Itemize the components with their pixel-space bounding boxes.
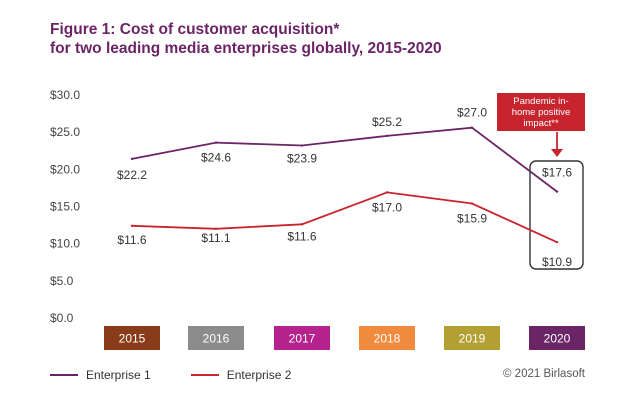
x-tick-label-2019: 2019 [459, 332, 486, 346]
y-tick-label: $20.0 [50, 162, 80, 176]
y-tick-label: $5.0 [50, 274, 74, 288]
data-label: $22.2 [117, 168, 147, 182]
data-label: $27.0 [457, 106, 487, 120]
x-tick-label-2016: 2016 [203, 332, 230, 346]
callout-line-1: Pandemic in- [513, 96, 569, 107]
title-line-1: Figure 1: Cost of customer acquisition* [50, 21, 340, 38]
legend-line-enterprise-2 [190, 374, 219, 376]
data-point [214, 227, 218, 230]
copyright-text: © 2021 Birlasoft [503, 368, 585, 380]
title-line-2: for two leading media enterprises global… [50, 40, 442, 57]
year-box-2016 [188, 326, 244, 350]
data-label: $17.6 [542, 166, 572, 180]
year-box-2019 [444, 326, 500, 350]
data-point [555, 190, 559, 193]
year-box-2020 [529, 326, 585, 350]
y-tick-label: $15.0 [50, 200, 80, 214]
y-tick-label: $10.0 [50, 237, 80, 251]
data-label: $17.0 [372, 200, 402, 214]
callout-line-3: impact** [523, 118, 559, 129]
year-box-2017 [274, 326, 330, 350]
data-label: $25.2 [372, 115, 402, 129]
legend-item-enterprise-2: Enterprise 2 [190, 368, 292, 382]
data-label: $15.9 [457, 212, 487, 226]
data-point [130, 224, 134, 228]
data-label: $11.6 [287, 229, 316, 243]
legend-item-enterprise-1: Enterprise 1 [50, 368, 151, 382]
data-label: $10.9 [542, 255, 572, 269]
x-tick-label-2018: 2018 [374, 332, 401, 346]
data-point [300, 144, 304, 147]
year-box-2015 [104, 326, 160, 350]
data-label: $11.1 [201, 231, 230, 245]
data-point [214, 141, 218, 144]
data-point [385, 134, 389, 138]
legend-label-enterprise-1: Enterprise 1 [86, 368, 151, 382]
year-box-2018 [359, 326, 415, 350]
data-label: $23.9 [287, 152, 317, 166]
series-line-enterprise-2 [131, 191, 558, 244]
series-line-enterprise-1 [131, 126, 558, 193]
callout-arrow-head [551, 149, 563, 157]
data-point [470, 202, 474, 205]
data-label: $24.6 [201, 151, 231, 165]
data-point [385, 191, 389, 194]
y-tick-label: $30.0 [50, 88, 80, 102]
legend: Enterprise 1 Enterprise 2 [50, 368, 331, 382]
data-point [300, 223, 304, 226]
x-tick-label-2020: 2020 [544, 332, 571, 346]
x-tick-label-2017: 2017 [289, 332, 316, 346]
legend-line-enterprise-1 [50, 374, 78, 376]
x-tick-label-2015: 2015 [119, 332, 146, 346]
highlight-box-2020 [529, 160, 584, 270]
y-tick-label: $25.0 [50, 125, 80, 139]
y-tick-label: $0.0 [50, 311, 74, 325]
data-label: $11.6 [117, 233, 146, 247]
data-point [555, 240, 559, 244]
legend-label-enterprise-2: Enterprise 2 [226, 368, 292, 382]
data-point [470, 126, 474, 129]
chart-title: Figure 1: Cost of customer acquisition* … [50, 20, 442, 58]
data-point [130, 157, 134, 161]
pandemic-callout: Pandemic in- home positive impact** [497, 93, 585, 131]
callout-line-2: home positive [511, 107, 571, 118]
